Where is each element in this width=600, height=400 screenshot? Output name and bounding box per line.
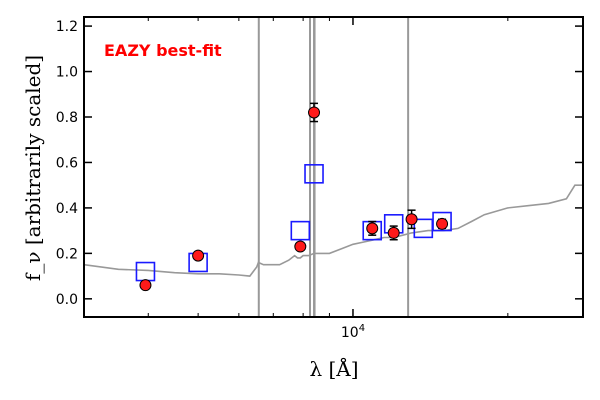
axes: 0.0 0.2 0.4 0.6 0.8 1.0 1.2 104: [56, 16, 584, 341]
observed-photometry-point: [405, 213, 418, 226]
x-axis-label: λ [Å]: [309, 356, 358, 381]
y-tick-label: 0.2: [56, 246, 78, 262]
chart-annotation: EAZY best-fit: [104, 41, 222, 60]
observed-photometry-point: [366, 222, 379, 235]
observed-photometry-point: [139, 279, 152, 292]
model-photometry-point: [413, 218, 434, 239]
y-tick-label: 1.2: [56, 19, 78, 35]
y-tick-label: 0.6: [56, 155, 78, 171]
plot-clip-group: [84, 17, 583, 317]
model-photometry-point: [304, 164, 324, 184]
y-tick-label: 0.4: [56, 201, 78, 217]
plot-area: [84, 17, 583, 317]
plot-frame: [83, 16, 584, 318]
observed-photometry-point: [294, 240, 307, 253]
y-tick-label: 1.0: [56, 65, 78, 81]
model-photometry-point: [135, 261, 156, 282]
sed-model-line: [84, 184, 583, 277]
observed-photometry-point: [436, 217, 449, 230]
y-tick-label: 0.0: [56, 292, 78, 308]
y-tick-label: 0.8: [56, 110, 78, 126]
observed-photometry-point: [192, 249, 205, 262]
observed-photometry-point: [308, 106, 321, 119]
model-photometry-point: [432, 211, 452, 232]
x-tick-label: 104: [341, 323, 365, 341]
y-axis-label: f_ν [arbitrarily scaled]: [21, 55, 45, 281]
model-photometry-point: [290, 220, 311, 241]
observed-photometry-point: [387, 226, 400, 239]
